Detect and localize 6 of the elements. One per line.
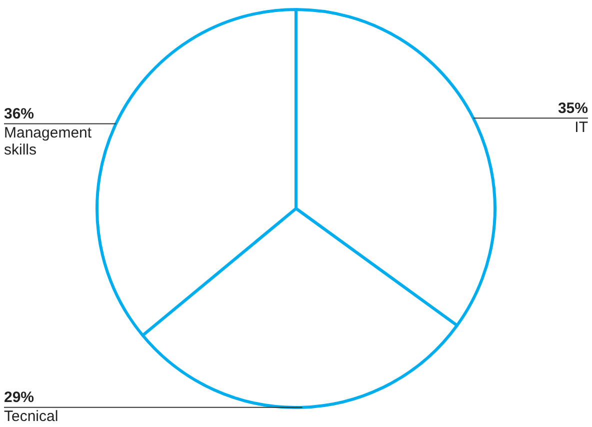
data-label: 35% xyxy=(558,100,588,117)
data-label: 36% xyxy=(4,105,34,122)
slice-label: IT xyxy=(574,118,588,136)
data-label: 29% xyxy=(4,389,34,406)
slice-label: Tecnical xyxy=(4,408,58,426)
slice-label: Management skills xyxy=(4,124,92,158)
